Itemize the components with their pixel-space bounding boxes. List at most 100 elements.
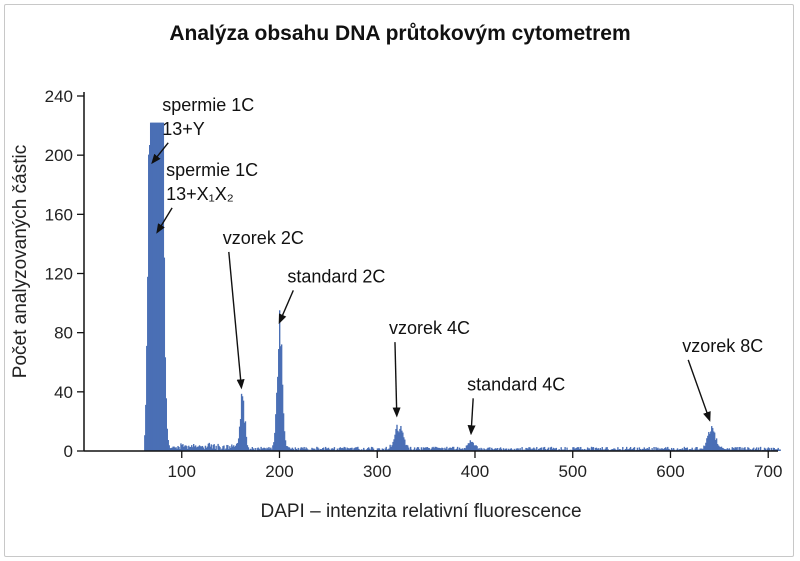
histogram-bar [237, 438, 240, 451]
histogram-bar [459, 448, 462, 451]
histogram-bar [706, 438, 708, 451]
histogram-bar [466, 445, 469, 451]
histogram-bar [250, 449, 253, 451]
histogram-bar [267, 448, 269, 451]
histogram-bar [572, 447, 574, 451]
histogram-bar [516, 448, 518, 451]
histogram-bar [223, 445, 225, 451]
histogram-bar [313, 448, 315, 451]
histogram-bar [367, 447, 370, 451]
histogram-bar [407, 445, 409, 451]
histogram-bar [464, 448, 467, 451]
histogram-bar [509, 448, 512, 451]
histogram-bar [558, 449, 560, 451]
histogram-bar [169, 448, 171, 451]
histogram-bar [342, 448, 344, 451]
histogram-bar [566, 447, 568, 451]
histogram-bar [387, 449, 389, 451]
histogram-bar [346, 447, 348, 451]
histogram-bar [726, 448, 729, 451]
histogram-bar [229, 446, 231, 451]
histogram-bar [420, 447, 423, 451]
histogram-bar [207, 443, 210, 451]
histogram-bar [531, 449, 533, 451]
histogram-bar [519, 448, 521, 451]
histogram-bar [428, 448, 430, 451]
histogram-bar [215, 445, 217, 451]
histogram-bar [703, 445, 705, 451]
histogram-bar [468, 443, 471, 451]
histogram-bar [587, 448, 590, 451]
histogram-bar [281, 384, 284, 451]
histogram-bar [685, 447, 688, 451]
histogram-bar [225, 448, 227, 451]
histogram-bar [636, 447, 639, 451]
histogram-bar [235, 445, 237, 451]
histogram-bar [638, 447, 641, 451]
histogram-bar [748, 447, 750, 451]
histogram-bar [491, 447, 493, 451]
annotation-label: vzorek 2C [223, 228, 304, 248]
histogram-bar [564, 447, 566, 451]
histogram-bar [601, 447, 603, 451]
histogram-bar [300, 447, 302, 451]
y-tick-label: 80 [54, 324, 73, 343]
histogram-bar [273, 442, 275, 451]
histogram-bar [704, 446, 706, 451]
histogram-bar [243, 422, 246, 451]
histogram-bar [372, 448, 375, 451]
histogram-bar [397, 430, 399, 451]
histogram-bar [494, 448, 496, 451]
histogram-bar [284, 440, 287, 451]
histogram-bar [449, 447, 451, 451]
histogram-bar [707, 435, 709, 451]
annotation-arrow [228, 251, 245, 390]
histogram-bar [547, 447, 550, 451]
histogram-bar [433, 448, 435, 451]
histogram-bar [322, 448, 324, 451]
y-tick-label: 0 [64, 442, 73, 461]
histogram-bar [586, 447, 589, 451]
histogram-bar [580, 446, 582, 451]
peak-annotation: spermie 1C 13+X₁X₂ [156, 160, 258, 234]
histogram-bar [473, 445, 475, 451]
histogram-bar [239, 419, 242, 451]
histogram-bar [628, 448, 631, 451]
histogram-bar [722, 448, 725, 451]
histogram-bar [154, 122, 157, 451]
histogram-bar [700, 448, 702, 451]
histogram-bar [187, 448, 189, 451]
histogram-bar [258, 448, 260, 451]
histogram-bar [180, 443, 182, 451]
annotation-arrow [467, 398, 476, 436]
annotation-arrow [278, 290, 294, 325]
histogram-bar [458, 447, 461, 451]
histogram-bar [417, 447, 420, 451]
peak-annotation: vzorek 4C [389, 318, 470, 418]
histogram-bar [488, 447, 490, 451]
histogram-bar [515, 448, 517, 451]
histogram-bar [502, 448, 505, 451]
histogram-bar [489, 447, 491, 451]
histogram-bar [731, 447, 733, 451]
histogram-bar [190, 446, 192, 451]
histogram-bar [622, 446, 624, 451]
histogram-bar [249, 448, 252, 451]
histogram-bar [286, 446, 289, 451]
histogram-bar [627, 449, 630, 451]
histogram-bar [396, 424, 398, 451]
histogram-bar [450, 447, 452, 451]
histogram-bar [778, 449, 780, 451]
histogram-bar [181, 444, 183, 451]
histogram-bar [505, 448, 508, 451]
histogram-bar [198, 445, 201, 451]
histogram-bar [779, 449, 781, 451]
histogram-bar [670, 447, 673, 451]
histogram-bar [626, 449, 629, 451]
histogram-bar [317, 447, 319, 451]
histogram-bar [252, 448, 254, 451]
histogram-bar [553, 448, 556, 451]
histogram-bar [470, 441, 472, 451]
histogram-bar [526, 448, 528, 451]
histogram-bar [681, 448, 684, 451]
